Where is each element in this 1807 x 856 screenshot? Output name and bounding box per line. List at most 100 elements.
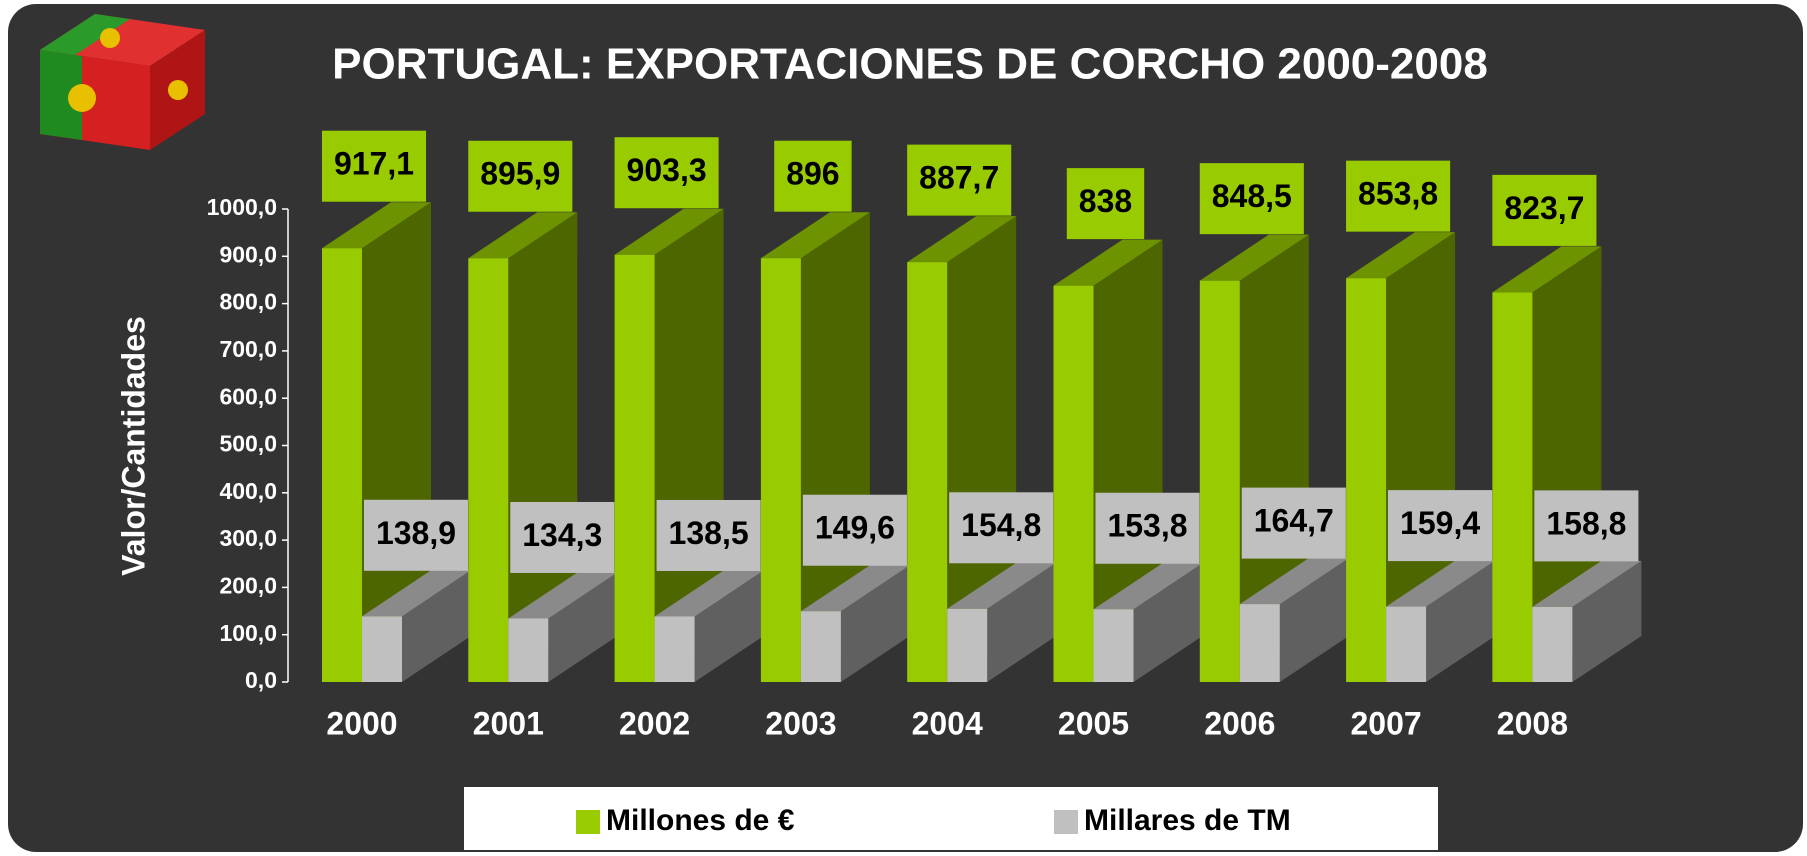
data-label-box (774, 140, 852, 212)
bar (1239, 604, 1280, 682)
bar (614, 254, 655, 682)
legend (464, 787, 1438, 850)
flag-icon (40, 14, 205, 150)
y-tick-label: 100,0 (219, 620, 277, 646)
bar-top (1386, 560, 1496, 607)
data-label-box (1241, 487, 1346, 559)
bar-side (694, 570, 764, 682)
bar-top (1053, 239, 1163, 286)
bar (907, 262, 948, 682)
data-label-box (1492, 174, 1597, 246)
bar-top (362, 570, 471, 617)
legend-swatch (576, 810, 600, 834)
data-label-box (656, 499, 761, 571)
bar-top (800, 565, 910, 612)
bar (468, 258, 509, 682)
data-label-box (510, 501, 615, 573)
bar-side (1386, 232, 1456, 683)
data-label: 838 (1079, 183, 1132, 219)
bar (362, 616, 402, 682)
data-label-box (1387, 490, 1493, 562)
bar-side (548, 572, 618, 682)
y-axis-label: Valor/Cantidades (115, 316, 151, 576)
x-tick-label: 2008 (1497, 705, 1568, 741)
bar (947, 608, 988, 682)
bar-side (402, 570, 471, 682)
y-tick-label: 800,0 (219, 289, 277, 315)
x-tick-label: 2005 (1058, 705, 1129, 741)
bar-side (840, 565, 910, 682)
data-label: 138,5 (669, 515, 749, 551)
bar-top (1093, 563, 1203, 610)
data-label-box (1534, 490, 1639, 562)
x-tick-label: 2007 (1351, 705, 1422, 741)
bar-side (947, 216, 1017, 682)
bar-top (947, 562, 1057, 609)
bar-top (508, 572, 618, 619)
bar-top (654, 570, 764, 617)
legend-swatch (1054, 810, 1078, 834)
data-label-box (363, 499, 469, 571)
data-label-box (1066, 168, 1145, 240)
data-label-box (949, 492, 1054, 564)
y-tick-label: 600,0 (219, 383, 277, 409)
legend-label: Millares de TM (1084, 804, 1291, 837)
bar-top (1492, 246, 1602, 293)
data-label: 853,8 (1358, 176, 1438, 212)
data-label: 134,3 (522, 517, 602, 553)
y-tick-label: 500,0 (219, 431, 277, 457)
y-tick-label: 200,0 (219, 572, 277, 598)
bar-top (1532, 560, 1642, 607)
bar-top (468, 212, 578, 259)
data-label: 164,7 (1254, 503, 1334, 539)
bar-top (907, 216, 1017, 263)
bar (1093, 609, 1134, 682)
bar-top (614, 208, 724, 255)
bar-top (760, 212, 870, 259)
bar (1053, 285, 1094, 682)
data-label: 917,1 (334, 146, 414, 182)
bar (1532, 606, 1573, 682)
data-label-box (614, 137, 719, 209)
y-tick-label: 400,0 (219, 478, 277, 504)
data-label-box (1346, 160, 1451, 232)
bar-side (987, 562, 1057, 682)
x-tick-label: 2001 (473, 705, 544, 741)
bar-top (1346, 232, 1456, 279)
bar (1492, 292, 1533, 682)
bar (654, 616, 695, 682)
data-label: 903,3 (627, 152, 707, 188)
data-label: 138,9 (376, 515, 456, 551)
bar-side (1572, 560, 1642, 682)
data-label: 158,8 (1546, 505, 1626, 541)
data-label-box (1199, 163, 1304, 235)
data-label: 154,8 (961, 507, 1041, 543)
data-label-box (321, 130, 427, 202)
legend-label: Millones de € (606, 804, 795, 837)
y-tick-label: 0,0 (245, 667, 277, 693)
data-label-box (802, 494, 907, 566)
bar-top (1239, 558, 1349, 605)
bar (1346, 278, 1387, 682)
x-tick-label: 2006 (1204, 705, 1275, 741)
bar-top (1199, 234, 1309, 281)
data-label: 848,5 (1212, 178, 1292, 214)
bar-side (1133, 563, 1203, 682)
data-label: 159,4 (1400, 505, 1480, 541)
data-label-box (1095, 492, 1200, 564)
data-label: 896 (786, 156, 839, 192)
y-tick-label: 300,0 (219, 525, 277, 551)
bar (1386, 606, 1427, 682)
bar (760, 258, 801, 682)
y-tick-label: 700,0 (219, 336, 277, 362)
y-tick-label: 1000,0 (207, 194, 277, 220)
bar (322, 248, 362, 682)
data-label: 895,9 (480, 156, 560, 192)
x-tick-label: 2003 (765, 705, 836, 741)
chart-title: PORTUGAL: EXPORTACIONES DE CORCHO 2000-2… (332, 40, 1488, 89)
bar-side (1426, 560, 1496, 682)
bar-top (322, 202, 431, 249)
x-tick-label: 2000 (326, 705, 397, 741)
